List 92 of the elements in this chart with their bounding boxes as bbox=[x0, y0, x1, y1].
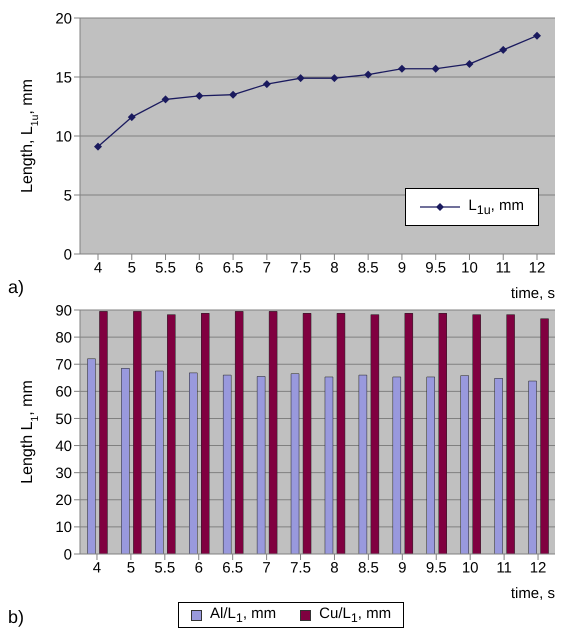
bar bbox=[302, 313, 312, 554]
x-tick-label: 5 bbox=[126, 560, 136, 577]
y-tick-label: 10 bbox=[55, 519, 72, 536]
legend-label: L$_{1u}$, mm bbox=[468, 197, 524, 217]
x-tick-label: 8.5 bbox=[358, 260, 379, 277]
bar bbox=[99, 311, 108, 554]
bar bbox=[506, 314, 515, 554]
x-axis-title: time, s bbox=[510, 585, 555, 602]
bar bbox=[472, 314, 481, 554]
x-tick-label: 10 bbox=[461, 260, 478, 277]
point bbox=[364, 70, 372, 79]
bar bbox=[87, 358, 96, 554]
x-tick-label: 11 bbox=[495, 260, 512, 277]
x-tick-label: 8 bbox=[330, 260, 339, 277]
legend-label: Al/L$_{1}$, mm bbox=[210, 605, 276, 625]
bar bbox=[201, 313, 210, 554]
point bbox=[330, 74, 338, 82]
x-tick-label: 12 bbox=[530, 560, 546, 577]
point bbox=[533, 32, 541, 40]
y-tick-label: 10 bbox=[55, 128, 72, 146]
y-tick-label: 20 bbox=[55, 10, 72, 28]
text: b) bbox=[8, 607, 24, 628]
x-tick-label: 6 bbox=[195, 260, 204, 277]
text: a) bbox=[8, 277, 24, 298]
point bbox=[94, 142, 102, 151]
x-tick-label: 4 bbox=[92, 560, 102, 577]
bar bbox=[133, 311, 142, 554]
y-tick-label: 0 bbox=[64, 546, 72, 564]
bar bbox=[528, 380, 537, 554]
point bbox=[162, 95, 170, 104]
bar bbox=[167, 314, 176, 554]
x-tick-label: 9 bbox=[398, 560, 406, 577]
x-tick-label: 7 bbox=[262, 560, 271, 577]
bar bbox=[189, 372, 198, 554]
x-tick-label: 4 bbox=[94, 260, 102, 277]
point bbox=[465, 60, 474, 68]
point bbox=[229, 90, 238, 99]
point bbox=[296, 74, 305, 82]
bar bbox=[256, 376, 266, 554]
x-tick-label: 12 bbox=[528, 260, 546, 277]
point bbox=[128, 113, 136, 122]
x-tick-label: 8 bbox=[330, 560, 339, 577]
x-tick-label: 6.5 bbox=[222, 260, 244, 277]
bar bbox=[426, 376, 435, 554]
bar bbox=[222, 374, 232, 554]
bar bbox=[234, 311, 244, 554]
legend-label: Cu/L$_{1}$, mm bbox=[319, 605, 392, 625]
x-tick-label: 6.5 bbox=[222, 560, 244, 577]
y-tick-label: 90 bbox=[55, 302, 72, 320]
y-tick-label: 60 bbox=[55, 384, 72, 401]
bar bbox=[336, 313, 346, 554]
x-tick-label: 7.5 bbox=[290, 560, 311, 577]
y-tick-label: 30 bbox=[55, 464, 72, 482]
point bbox=[499, 46, 508, 54]
y-tick-label: 50 bbox=[55, 410, 72, 428]
point bbox=[195, 92, 204, 100]
x-tick-label: 5.5 bbox=[155, 260, 176, 277]
x-tick-label: 6 bbox=[194, 560, 203, 577]
x-tick-label: 5 bbox=[128, 260, 136, 277]
y-tick-label: 5 bbox=[64, 187, 72, 204]
x-tick-label: 11 bbox=[496, 560, 512, 577]
bar bbox=[268, 311, 278, 554]
bar bbox=[392, 376, 402, 554]
bar bbox=[370, 314, 380, 554]
x-tick-label: 8.5 bbox=[358, 560, 379, 577]
x-tick-label: 9.5 bbox=[425, 260, 446, 277]
bar bbox=[460, 375, 469, 554]
bar bbox=[494, 378, 503, 554]
x-axis-title: time, s bbox=[510, 285, 555, 302]
point bbox=[398, 64, 406, 73]
bar bbox=[290, 373, 300, 554]
bar bbox=[121, 368, 130, 554]
bar bbox=[404, 313, 414, 554]
point bbox=[432, 64, 440, 73]
bar bbox=[324, 376, 334, 554]
x-tick-label: 7.5 bbox=[290, 260, 312, 277]
y-tick-label: 0 bbox=[64, 246, 72, 264]
y-tick-label: 40 bbox=[55, 438, 72, 455]
y-tick-label: 20 bbox=[55, 492, 72, 510]
y-tick-label: 80 bbox=[55, 329, 72, 346]
x-tick-label: 5.5 bbox=[154, 560, 176, 577]
x-tick-label: 9.5 bbox=[426, 560, 447, 577]
y-tick-label: 70 bbox=[55, 356, 72, 374]
x-tick-label: 7 bbox=[262, 260, 272, 277]
point bbox=[262, 80, 271, 88]
bar bbox=[540, 318, 549, 554]
x-tick-label: 10 bbox=[462, 560, 479, 577]
bar bbox=[438, 313, 447, 554]
bar bbox=[358, 374, 368, 554]
y-tick-label: 15 bbox=[55, 69, 72, 86]
x-tick-label: 9 bbox=[398, 260, 406, 277]
bar bbox=[155, 370, 164, 554]
